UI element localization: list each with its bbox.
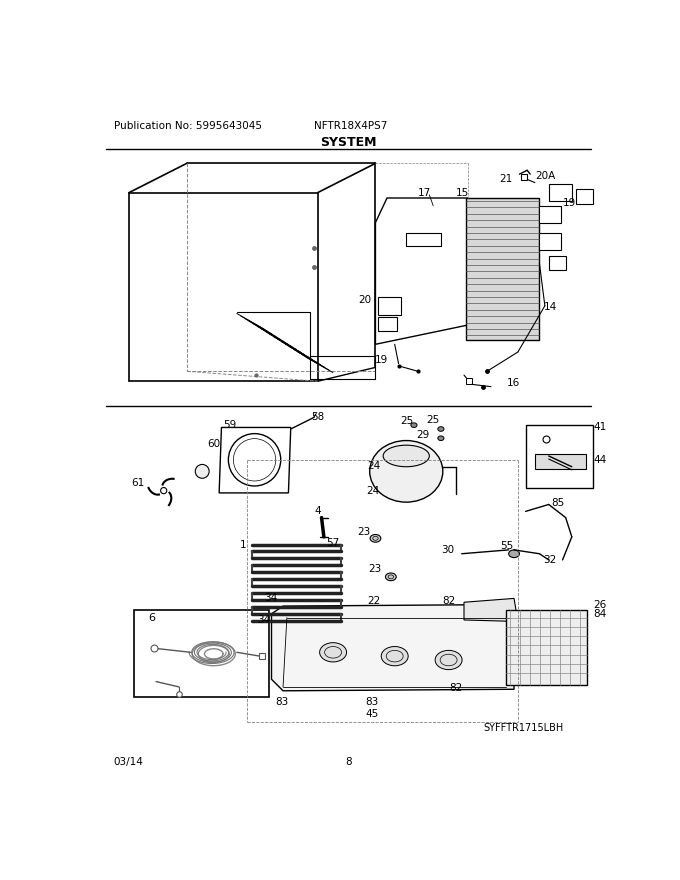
Text: 15: 15 [456,188,470,198]
Polygon shape [535,454,585,469]
Text: 20A: 20A [536,171,556,180]
Text: 44: 44 [594,455,607,465]
Bar [539,232,561,250]
Text: 17: 17 [418,187,431,198]
Ellipse shape [386,573,396,581]
Polygon shape [464,598,518,621]
Ellipse shape [438,427,444,431]
Text: 82: 82 [449,684,463,693]
Text: 19: 19 [375,355,388,364]
Polygon shape [271,605,514,691]
Text: 45: 45 [365,709,378,719]
Bar [539,206,561,223]
Text: 29: 29 [417,430,430,440]
Ellipse shape [411,423,417,428]
Ellipse shape [509,550,520,558]
Text: 58: 58 [311,413,324,422]
Text: 84: 84 [594,609,607,619]
Text: 23: 23 [357,527,370,537]
Ellipse shape [370,534,381,542]
Text: SYSTEM: SYSTEM [320,136,377,149]
Bar [526,425,594,488]
Bar [549,256,566,269]
Ellipse shape [370,441,443,502]
Bar [378,297,401,315]
Bar [549,184,572,201]
Text: 22: 22 [367,596,381,605]
Text: 1: 1 [240,539,247,549]
Text: 23: 23 [369,564,381,574]
Text: NFTR18X4PS7: NFTR18X4PS7 [314,121,387,131]
Text: 34: 34 [265,593,277,604]
Text: 55: 55 [500,541,513,551]
Text: 61: 61 [131,478,144,488]
Text: 16: 16 [507,378,520,388]
Text: 03/14: 03/14 [114,757,143,766]
Text: Publication No: 5995643045: Publication No: 5995643045 [114,121,262,131]
Text: 25: 25 [426,414,440,425]
Text: 59: 59 [224,420,237,430]
Text: 32: 32 [543,555,556,565]
Text: 19: 19 [562,198,576,209]
Text: 57: 57 [326,538,339,548]
Bar [135,610,269,697]
Bar [576,188,592,204]
Ellipse shape [160,488,167,494]
Text: 24: 24 [366,486,379,495]
Ellipse shape [435,650,462,670]
Text: 41: 41 [594,422,607,432]
Text: 4: 4 [315,506,322,517]
Bar [466,198,539,341]
Bar [507,610,588,686]
Bar [378,318,397,331]
Text: 82: 82 [442,596,455,605]
Text: 6: 6 [148,612,155,623]
Text: SYFFTR1715LBH: SYFFTR1715LBH [484,722,564,733]
Text: 21: 21 [500,173,513,184]
Text: 20: 20 [358,295,371,304]
Text: 26: 26 [594,599,607,610]
Ellipse shape [195,465,209,479]
Text: 60: 60 [207,439,220,450]
Text: 24: 24 [367,461,380,471]
Ellipse shape [381,647,408,666]
Text: 30: 30 [441,545,455,555]
Text: 14: 14 [544,303,558,312]
Text: 83: 83 [365,697,378,708]
Text: 8: 8 [345,757,352,766]
Text: 25: 25 [401,416,413,426]
Ellipse shape [383,445,429,466]
Text: 83: 83 [275,697,288,708]
Ellipse shape [320,642,347,662]
Text: 34: 34 [257,615,270,625]
Ellipse shape [438,436,444,441]
Text: 85: 85 [551,498,565,508]
